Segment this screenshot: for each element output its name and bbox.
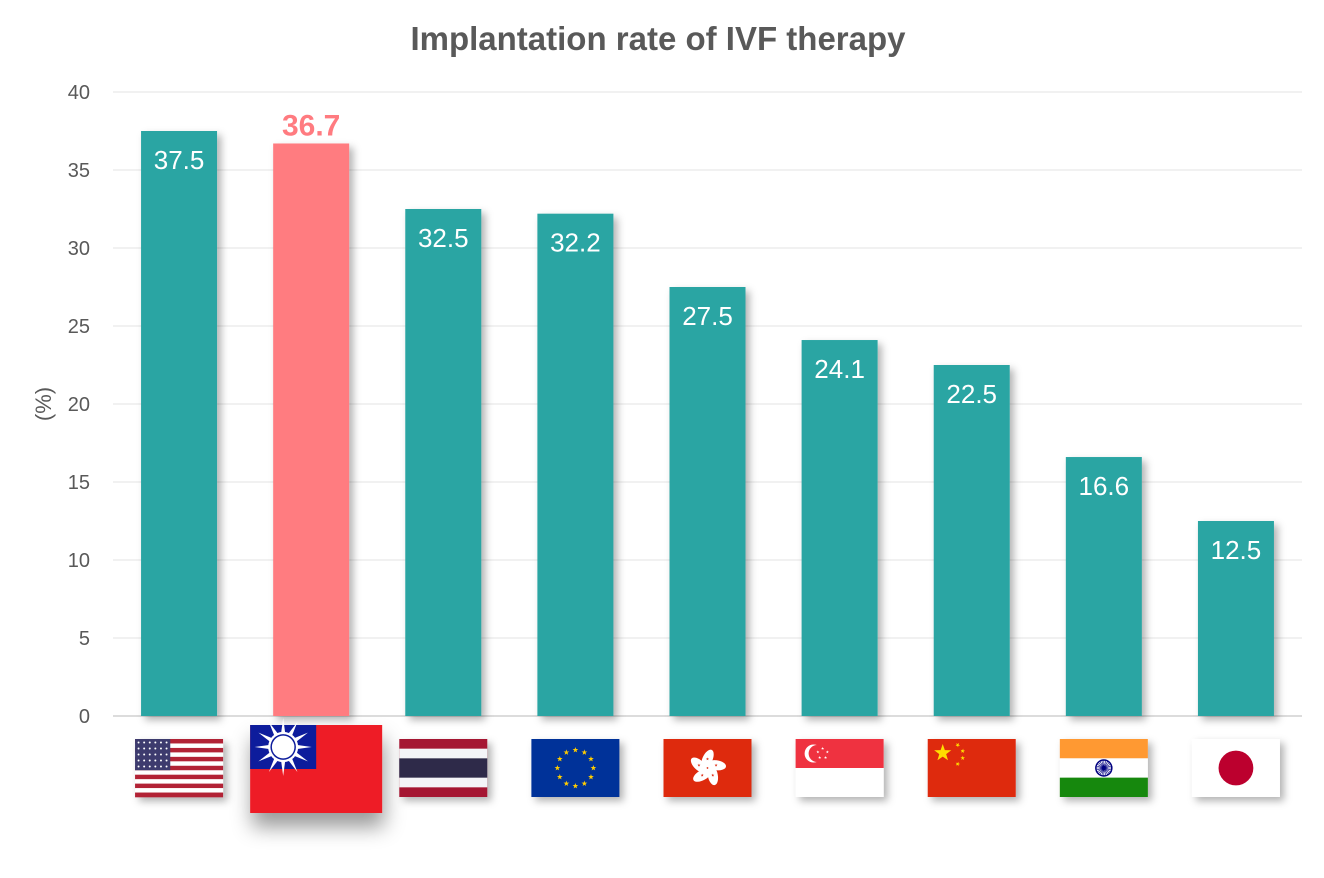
bar-singapore [801,340,878,716]
chart-title: Implantation rate of IVF therapy [410,20,906,57]
china-flag-icon [927,739,1016,797]
y-tick-label: 30 [68,238,90,260]
value-label: 22.5 [946,379,997,409]
bar-taiwan [273,143,350,717]
bar-china [933,365,1010,716]
thailand-flag-icon [399,739,488,797]
japan-flag-icon [1191,739,1280,797]
value-label: 37.5 [154,145,205,175]
bar-india [1065,457,1142,716]
country-flags [135,718,1280,813]
bars [141,131,1274,717]
bar-united-states [141,131,218,716]
value-label: 32.2 [550,228,601,258]
y-tick-label: 5 [79,628,90,650]
singapore-flag-icon [795,739,884,797]
y-tick-label: 40 [68,82,90,104]
y-tick-label: 10 [68,550,90,572]
value-label: 32.5 [418,223,469,253]
value-label: 27.5 [682,301,733,331]
data-labels: 37.5 36.7 32.5 32.2 27.5 24.1 22.5 16.6 12.5 [154,109,1261,565]
bar-japan [1197,521,1274,716]
value-label: 16.6 [1079,471,1130,501]
y-tick-label: 0 [79,706,90,728]
y-axis-ticks: 0 5 10 15 20 25 30 35 40 [68,82,90,728]
eu-flag-icon [531,739,620,797]
value-label: 24.1 [814,354,865,384]
y-tick-label: 20 [68,394,90,416]
y-tick-label: 15 [68,472,90,494]
hong-kong-flag-icon [663,739,752,797]
bar-thailand [405,209,482,716]
usa-flag-icon [135,739,224,798]
y-tick-label: 25 [68,316,90,338]
value-label: 36.7 [282,109,340,142]
india-flag-icon [1059,739,1148,797]
bar-hong-kong [669,287,746,716]
y-tick-label: 35 [68,160,90,182]
taiwan-flag-icon [250,718,383,813]
value-label: 12.5 [1211,535,1262,565]
bar-european-union [537,213,614,716]
